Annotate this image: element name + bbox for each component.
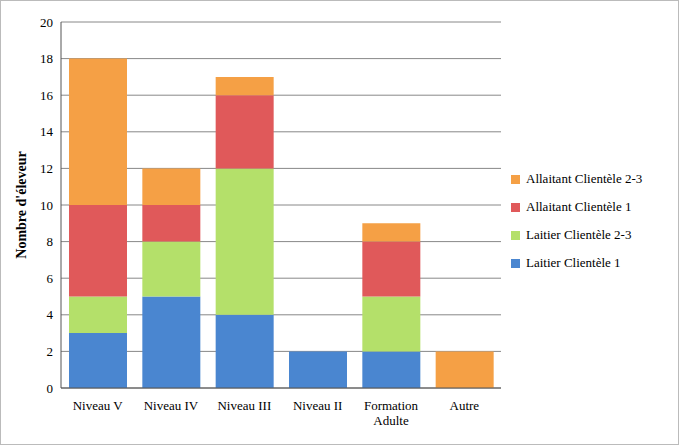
- html-text:Allaitant Clientèle 2-3: Allaitant Clientèle 2-3: [526, 171, 643, 186]
- html-text:Laitier Clientèle 1: Laitier Clientèle 1: [526, 255, 621, 270]
- svg-text:Niveau II: Niveau II: [293, 398, 342, 413]
- svg-text:16: 16: [40, 88, 54, 103]
- svg-text:Niveau IV: Niveau IV: [144, 398, 199, 413]
- svg-text:20: 20: [40, 15, 53, 30]
- svg-text:14: 14: [40, 124, 54, 139]
- svg-text:4: 4: [47, 307, 54, 322]
- svg-text:8: 8: [47, 234, 54, 249]
- svg-text:0: 0: [47, 381, 54, 396]
- svg-text:6: 6: [47, 271, 54, 286]
- svg-text:Autre: Autre: [450, 398, 480, 413]
- html-text:Allaitant Clientèle 1: Allaitant Clientèle 1: [526, 199, 632, 214]
- svg-text:Niveau III: Niveau III: [217, 398, 271, 413]
- svg-text:2: 2: [47, 344, 54, 359]
- svg-text:FormationAdulte: FormationAdulte: [364, 398, 419, 428]
- svg-text:10: 10: [40, 198, 53, 213]
- svg-text:Nombre d'éleveur: Nombre d'éleveur: [14, 151, 29, 258]
- html-text:Laitier Clientèle 2-3: Laitier Clientèle 2-3: [526, 227, 632, 242]
- svg-text:Niveau V: Niveau V: [73, 398, 124, 413]
- svg-text:12: 12: [40, 161, 53, 176]
- svg-text:18: 18: [40, 51, 53, 66]
